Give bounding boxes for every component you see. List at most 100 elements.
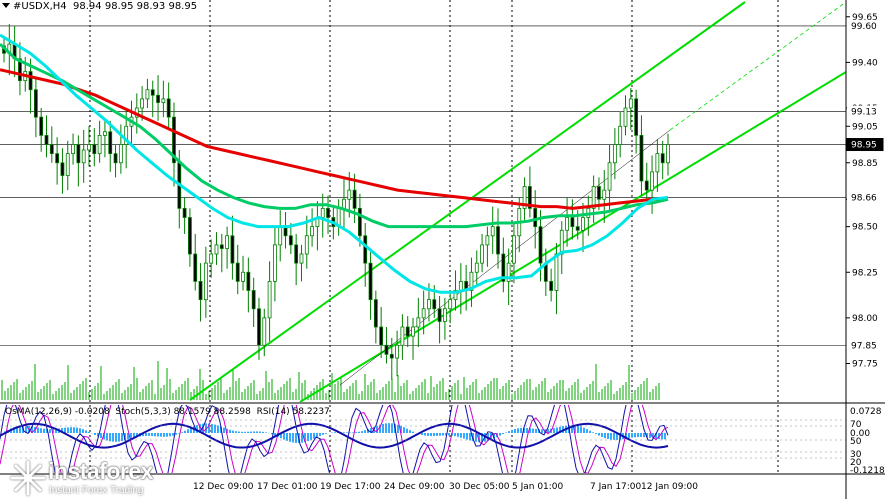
osma-bar: [250, 431, 252, 433]
osma-bar: [454, 433, 456, 437]
osma-bar: [508, 431, 510, 433]
osma-bar: [403, 427, 405, 433]
candle-body: [342, 198, 346, 209]
osma-bar: [625, 433, 627, 439]
candle-body: [496, 226, 500, 255]
logo-brand-text: instaforex: [48, 458, 153, 484]
candle-body: [421, 308, 426, 319]
osma-bar: [505, 432, 507, 433]
candle-body: [278, 226, 283, 246]
logo-tagline: Instant Forex Trading: [49, 485, 144, 496]
osma-bar: [280, 433, 282, 439]
osma-bar: [70, 427, 72, 433]
candle-body: [214, 244, 219, 255]
osma-bar: [118, 433, 120, 442]
osma-bar: [103, 433, 105, 440]
candle-body: [320, 207, 325, 218]
osma-bar: [424, 433, 426, 436]
candle-body: [458, 280, 463, 291]
candle-body: [660, 153, 665, 164]
osma-bar: [382, 423, 384, 433]
dropdown-triangle-icon[interactable]: [2, 3, 10, 8]
ema-slow-line: [0, 68, 668, 210]
candle-body: [166, 98, 171, 118]
osma-bar: [259, 431, 261, 433]
candle-body: [565, 217, 569, 231]
osma-bar: [136, 433, 138, 438]
osma-bar: [523, 427, 525, 433]
candle-body: [650, 171, 654, 191]
osma-bar: [466, 433, 468, 440]
instaforex-logo: instaforex Instant Forex Trading: [8, 458, 198, 498]
candle-body: [113, 153, 118, 164]
osma-bar: [235, 431, 237, 433]
osma-bar: [361, 431, 363, 433]
osma-bar: [127, 433, 129, 440]
osma-bar: [196, 425, 198, 433]
candle-body: [581, 217, 585, 231]
osma-bar: [355, 432, 357, 433]
price-tick-label: 99.40: [852, 58, 878, 68]
channel-mid-extension: [669, 1, 846, 131]
candle-body: [554, 253, 559, 291]
osma-bar: [439, 433, 441, 436]
osma-bar: [628, 433, 630, 439]
candle-body: [363, 235, 368, 264]
candle-body: [299, 253, 304, 264]
candle-body: [485, 235, 490, 246]
price-label-text: 99.60: [851, 22, 877, 32]
candle-body: [448, 299, 453, 310]
osma-bar: [115, 433, 117, 442]
time-tick-label: 17 Dec 01:00: [257, 482, 318, 492]
osma-bar: [226, 428, 228, 433]
osma-bar: [55, 428, 57, 433]
osma-bar: [187, 429, 189, 433]
price-axis-labels: 99.6599.4099.1599.0598.8598.6598.5098.25…: [846, 13, 884, 370]
osma-bar: [379, 424, 381, 433]
osma-bar: [310, 433, 312, 440]
time-tick-label: 12 Dec 09:00: [193, 482, 254, 492]
candle-body: [33, 89, 38, 118]
osma-bar: [94, 433, 96, 435]
osma-bar: [616, 433, 618, 440]
osma-bar: [412, 431, 414, 433]
candle-body: [156, 94, 160, 103]
time-tick-label: 19 Dec 17:00: [320, 482, 381, 492]
candle-body: [87, 144, 91, 151]
osma-bar: [148, 433, 150, 436]
candle-body: [65, 153, 70, 176]
osma-bar: [67, 427, 69, 433]
osma-bar: [430, 433, 432, 437]
osma-bar: [85, 430, 87, 433]
osma-bar: [334, 432, 336, 433]
osma-bar: [406, 428, 408, 433]
osma-bar: [478, 433, 480, 443]
osma-bar: [547, 429, 549, 433]
osma-bar: [13, 427, 15, 433]
rsi-line: [0, 422, 669, 449]
osma-bar: [283, 433, 285, 440]
candle-body: [628, 98, 633, 109]
osma-bar: [589, 430, 591, 433]
candle-body: [124, 125, 129, 145]
candle-body: [634, 98, 639, 136]
osma-bar: [352, 432, 354, 433]
osma-bar: [319, 433, 321, 437]
candle-body: [358, 207, 362, 237]
osma-bar: [238, 431, 240, 433]
candle-body: [288, 235, 293, 246]
price-tick-label: 99.65: [852, 13, 878, 23]
candle-body: [262, 317, 267, 346]
osma-bar: [520, 427, 522, 433]
horizontal-levels: [0, 25, 846, 346]
candle-body: [384, 344, 389, 355]
candle-body: [71, 144, 75, 155]
osma-bar: [46, 428, 48, 433]
osma-bar: [106, 433, 108, 441]
osma-bar: [112, 433, 114, 442]
osma-bar: [19, 425, 21, 433]
price-label-box: [847, 19, 883, 32]
candle-body: [666, 144, 670, 164]
